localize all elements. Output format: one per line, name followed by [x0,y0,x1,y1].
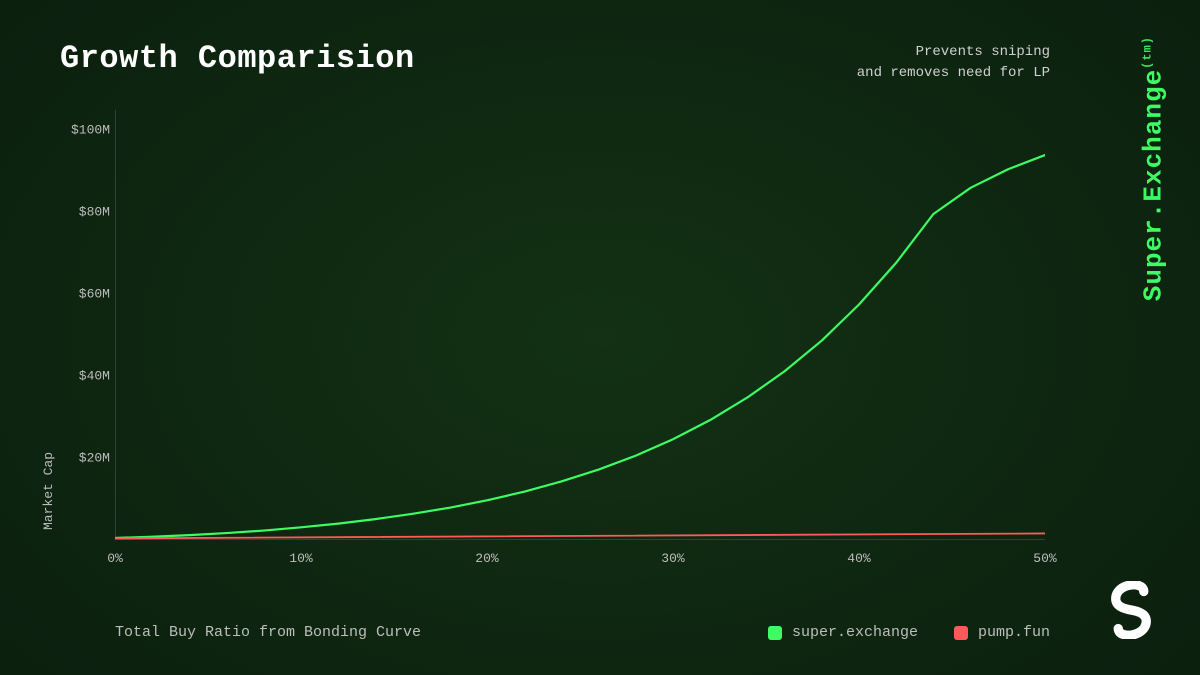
x-tick-label: 50% [1033,551,1056,566]
legend-label: pump.fun [978,624,1050,641]
subtitle: Prevents sniping and removes need for LP [857,42,1050,84]
chart-svg [115,110,1045,540]
legend-label: super.exchange [792,624,918,641]
y-tick-label: $60M [79,287,110,302]
y-tick-label: $100M [71,123,110,138]
page-title: Growth Comparision [60,40,415,77]
x-tick-label: 40% [847,551,870,566]
x-tick-label: 0% [107,551,123,566]
y-tick-labels: $20M $40M $60M $80M $100M [70,110,110,540]
y-tick-label: $40M [79,369,110,384]
growth-chart [115,110,1045,540]
series-line [115,533,1045,538]
x-tick-label: 20% [475,551,498,566]
brand-logo-icon [1102,581,1160,639]
x-axis-label: Total Buy Ratio from Bonding Curve [115,624,421,641]
legend-item: pump.fun [954,624,1050,641]
brand-tm: (tm) [1140,36,1154,69]
y-tick-label: $80M [79,205,110,220]
legend-swatch [768,626,782,640]
subtitle-line-2: and removes need for LP [857,65,1050,81]
series-line [115,155,1045,538]
legend-item: super.exchange [768,624,918,641]
brand-name: Super.Exchange [1138,69,1168,301]
x-tick-label: 10% [289,551,312,566]
y-tick-label: $20M [79,451,110,466]
legend-swatch [954,626,968,640]
x-tick-label: 30% [661,551,684,566]
chart-legend: super.exchange pump.fun [768,624,1050,641]
brand-wordmark: Super.Exchange(tm) [1138,36,1168,301]
y-axis-label: Market Cap [41,452,56,530]
subtitle-line-1: Prevents sniping [916,44,1050,60]
